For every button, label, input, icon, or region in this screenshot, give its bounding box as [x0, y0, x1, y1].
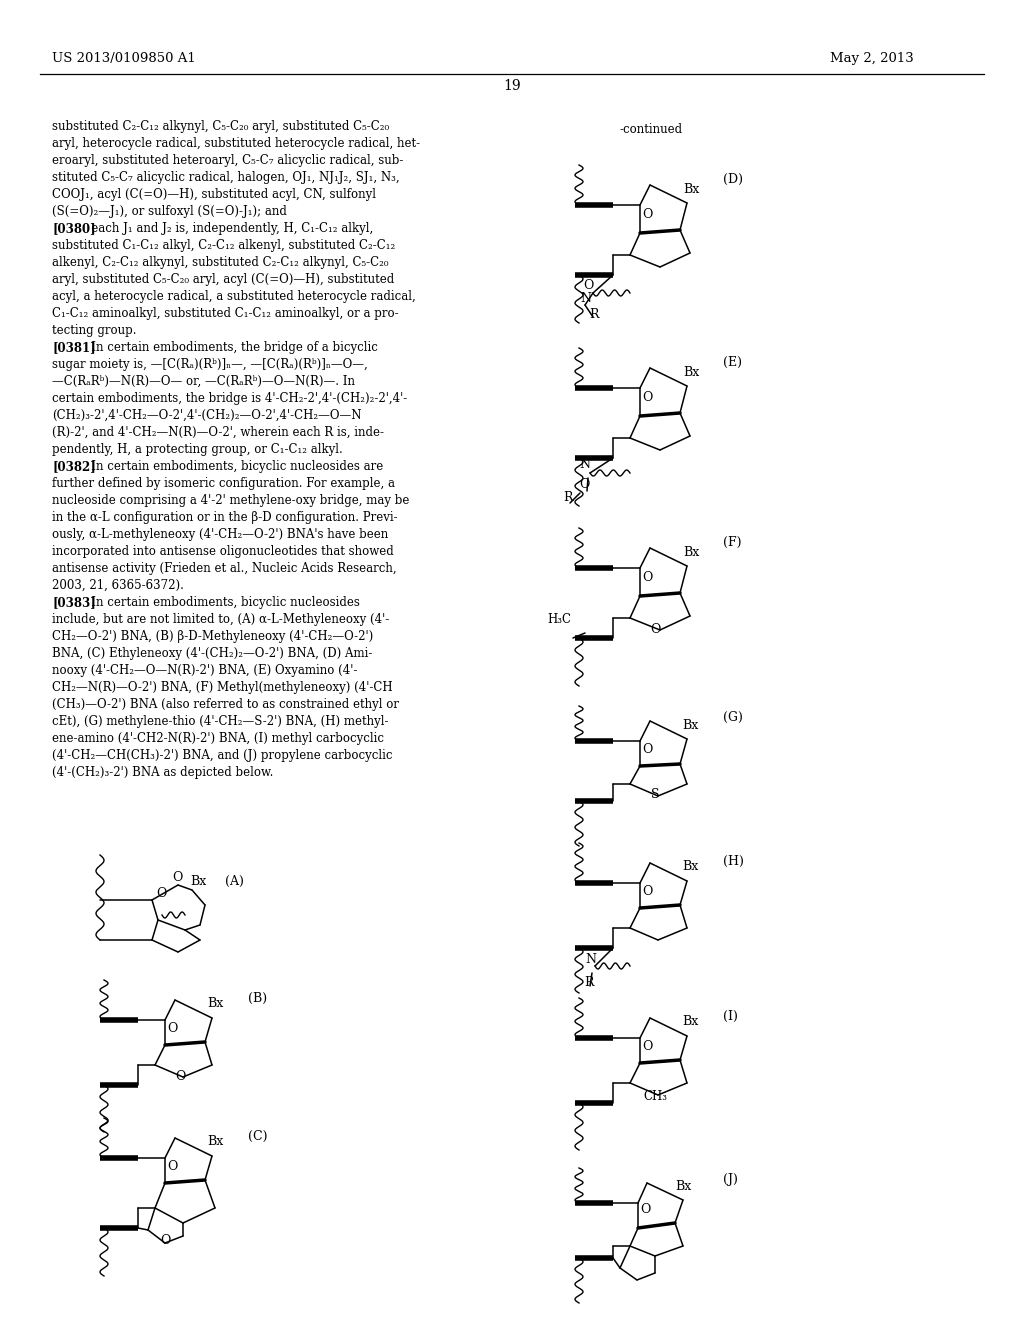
- Text: (S(=O)₂—J₁), or sulfoxyl (S(=O)-J₁); and: (S(=O)₂—J₁), or sulfoxyl (S(=O)-J₁); and: [52, 205, 287, 218]
- Text: Bx: Bx: [682, 861, 698, 873]
- Text: (C): (C): [248, 1130, 267, 1143]
- Text: 2003, 21, 6365-6372).: 2003, 21, 6365-6372).: [52, 579, 184, 591]
- Text: O: O: [583, 279, 593, 292]
- Text: antisense activity (Frieden et al., Nucleic Acids Research,: antisense activity (Frieden et al., Nucl…: [52, 562, 396, 576]
- Text: nooxy (4'-CH₂—O—N(R)-2') BNA, (E) Oxyamino (4'-: nooxy (4'-CH₂—O—N(R)-2') BNA, (E) Oxyami…: [52, 664, 357, 677]
- Text: Bx: Bx: [682, 1015, 698, 1028]
- Text: C₁-C₁₂ aminoalkyl, substituted C₁-C₁₂ aminoalkyl, or a pro-: C₁-C₁₂ aminoalkyl, substituted C₁-C₁₂ am…: [52, 308, 398, 319]
- Text: N: N: [579, 458, 590, 471]
- Text: O: O: [160, 1234, 170, 1247]
- Text: O: O: [642, 884, 652, 898]
- Text: O: O: [167, 1022, 177, 1035]
- Text: in the α-L configuration or in the β-D configuration. Previ-: in the α-L configuration or in the β-D c…: [52, 511, 397, 524]
- Text: acyl, a heterocycle radical, a substituted heterocycle radical,: acyl, a heterocycle radical, a substitut…: [52, 290, 416, 304]
- Text: stituted C₅-C₇ alicyclic radical, halogen, OJ₁, NJ₁J₂, SJ₁, N₃,: stituted C₅-C₇ alicyclic radical, haloge…: [52, 172, 399, 183]
- Text: Bx: Bx: [190, 875, 206, 888]
- Text: O: O: [642, 1040, 652, 1053]
- Text: [0381]: [0381]: [52, 341, 95, 354]
- Text: (CH₂)₃-2',4'-CH₂—O-2',4'-(CH₂)₂—O-2',4'-CH₂—O—N: (CH₂)₃-2',4'-CH₂—O-2',4'-(CH₂)₂—O-2',4'-…: [52, 409, 361, 422]
- Text: O: O: [156, 887, 166, 900]
- Text: US 2013/0109850 A1: US 2013/0109850 A1: [52, 51, 196, 65]
- Text: In certain embodiments, bicyclic nucleosides are: In certain embodiments, bicyclic nucleos…: [80, 459, 383, 473]
- Text: (D): (D): [723, 173, 743, 186]
- Text: COOJ₁, acyl (C(=O)—H), substituted acyl, CN, sulfonyl: COOJ₁, acyl (C(=O)—H), substituted acyl,…: [52, 187, 376, 201]
- Text: ene-amino (4'-CH2-N(R)-2') BNA, (I) methyl carbocyclic: ene-amino (4'-CH2-N(R)-2') BNA, (I) meth…: [52, 733, 384, 744]
- Text: (R)-2', and 4'-CH₂—N(R)—O-2', wherein each R is, inde-: (R)-2', and 4'-CH₂—N(R)—O-2', wherein ea…: [52, 426, 384, 440]
- Text: further defined by isomeric configuration. For example, a: further defined by isomeric configuratio…: [52, 477, 395, 490]
- Text: O: O: [579, 478, 590, 491]
- Text: Bx: Bx: [682, 719, 698, 733]
- Text: O: O: [642, 743, 652, 756]
- Text: ously, α-L-methyleneoxy (4'-CH₂—O-2') BNA's have been: ously, α-L-methyleneoxy (4'-CH₂—O-2') BN…: [52, 528, 388, 541]
- Text: Bx: Bx: [207, 1135, 223, 1148]
- Text: alkenyl, C₂-C₁₂ alkynyl, substituted C₂-C₁₂ alkynyl, C₅-C₂₀: alkenyl, C₂-C₁₂ alkynyl, substituted C₂-…: [52, 256, 388, 269]
- Text: cEt), (G) methylene-thio (4'-CH₂—S-2') BNA, (H) methyl-: cEt), (G) methylene-thio (4'-CH₂—S-2') B…: [52, 715, 388, 729]
- Text: (A): (A): [225, 875, 244, 888]
- Text: N: N: [580, 292, 591, 305]
- Text: BNA, (C) Ethyleneoxy (4'-(CH₂)₂—O-2') BNA, (D) Ami-: BNA, (C) Ethyleneoxy (4'-(CH₂)₂—O-2') BN…: [52, 647, 373, 660]
- Text: CH₂—N(R)—O-2') BNA, (F) Methyl(methyleneoxy) (4'-CH: CH₂—N(R)—O-2') BNA, (F) Methyl(methylene…: [52, 681, 392, 694]
- Text: S: S: [651, 788, 659, 801]
- Text: (E): (E): [723, 356, 742, 370]
- Text: CH₃: CH₃: [643, 1090, 667, 1104]
- Text: -continued: -continued: [620, 123, 683, 136]
- Text: Bx: Bx: [683, 183, 699, 195]
- Text: —C(RₐRᵇ)—N(R)—O— or, —C(RₐRᵇ)—O—N(R)—. In: —C(RₐRᵇ)—N(R)—O— or, —C(RₐRᵇ)—O—N(R)—. I…: [52, 375, 355, 388]
- Text: R: R: [584, 975, 594, 989]
- Text: O: O: [642, 391, 652, 404]
- Text: aryl, heterocycle radical, substituted heterocycle radical, het-: aryl, heterocycle radical, substituted h…: [52, 137, 420, 150]
- Text: (I): (I): [723, 1010, 738, 1023]
- Text: (4'-(CH₂)₃-2') BNA as depicted below.: (4'-(CH₂)₃-2') BNA as depicted below.: [52, 766, 273, 779]
- Text: (4'-CH₂—CH(CH₃)-2') BNA, and (J) propylene carbocyclic: (4'-CH₂—CH(CH₃)-2') BNA, and (J) propyle…: [52, 748, 392, 762]
- Text: In certain embodiments, bicyclic nucleosides: In certain embodiments, bicyclic nucleos…: [80, 597, 359, 609]
- Text: May 2, 2013: May 2, 2013: [830, 51, 913, 65]
- Text: certain embodiments, the bridge is 4'-CH₂-2',4'-(CH₂)₂-2',4'-: certain embodiments, the bridge is 4'-CH…: [52, 392, 408, 405]
- Text: CH₂—O-2') BNA, (B) β-D-Methyleneoxy (4'-CH₂—O-2'): CH₂—O-2') BNA, (B) β-D-Methyleneoxy (4'-…: [52, 630, 374, 643]
- Text: O: O: [175, 1071, 185, 1082]
- Text: N: N: [585, 953, 596, 966]
- Text: Bx: Bx: [683, 546, 699, 558]
- Text: (H): (H): [723, 855, 743, 869]
- Text: O: O: [642, 572, 652, 583]
- Text: include, but are not limited to, (A) α-L-Methyleneoxy (4'-: include, but are not limited to, (A) α-L…: [52, 612, 389, 626]
- Text: Bx: Bx: [675, 1180, 691, 1193]
- Text: O: O: [642, 209, 652, 220]
- Text: [0382]: [0382]: [52, 459, 96, 473]
- Text: each J₁ and J₂ is, independently, H, C₁-C₁₂ alkyl,: each J₁ and J₂ is, independently, H, C₁-…: [80, 222, 373, 235]
- Text: (G): (G): [723, 711, 742, 723]
- Text: [0383]: [0383]: [52, 597, 96, 609]
- Text: R: R: [589, 308, 598, 321]
- Text: (J): (J): [723, 1173, 738, 1185]
- Text: [0380]: [0380]: [52, 222, 95, 235]
- Text: O: O: [167, 1160, 177, 1173]
- Text: In certain embodiments, the bridge of a bicyclic: In certain embodiments, the bridge of a …: [80, 341, 378, 354]
- Text: (B): (B): [248, 993, 267, 1005]
- Text: incorporated into antisense oligonucleotides that showed: incorporated into antisense oligonucleot…: [52, 545, 394, 558]
- Text: nucleoside comprising a 4'-2' methylene-oxy bridge, may be: nucleoside comprising a 4'-2' methylene-…: [52, 494, 410, 507]
- Text: Bx: Bx: [207, 997, 223, 1010]
- Text: Bx: Bx: [683, 366, 699, 379]
- Text: O: O: [172, 871, 182, 884]
- Text: substituted C₁-C₁₂ alkyl, C₂-C₁₂ alkenyl, substituted C₂-C₁₂: substituted C₁-C₁₂ alkyl, C₂-C₁₂ alkenyl…: [52, 239, 395, 252]
- Text: eroaryl, substituted heteroaryl, C₅-C₇ alicyclic radical, sub-: eroaryl, substituted heteroaryl, C₅-C₇ a…: [52, 154, 403, 168]
- Text: sugar moiety is, —[C(Rₐ)(Rᵇ)]ₙ—, —[C(Rₐ)(Rᵇ)]ₙ—O—,: sugar moiety is, —[C(Rₐ)(Rᵇ)]ₙ—, —[C(Rₐ)…: [52, 358, 368, 371]
- Text: (F): (F): [723, 536, 741, 549]
- Text: R: R: [563, 491, 572, 504]
- Text: aryl, substituted C₅-C₂₀ aryl, acyl (C(=O)—H), substituted: aryl, substituted C₅-C₂₀ aryl, acyl (C(=…: [52, 273, 394, 286]
- Text: O: O: [650, 623, 660, 636]
- Text: O: O: [640, 1203, 650, 1216]
- Text: substituted C₂-C₁₂ alkynyl, C₅-C₂₀ aryl, substituted C₅-C₂₀: substituted C₂-C₁₂ alkynyl, C₅-C₂₀ aryl,…: [52, 120, 389, 133]
- Text: 19: 19: [503, 79, 521, 92]
- Text: H₃C: H₃C: [547, 612, 571, 626]
- Text: (CH₃)—O-2') BNA (also referred to as constrained ethyl or: (CH₃)—O-2') BNA (also referred to as con…: [52, 698, 399, 711]
- Text: tecting group.: tecting group.: [52, 323, 136, 337]
- Text: pendently, H, a protecting group, or C₁-C₁₂ alkyl.: pendently, H, a protecting group, or C₁-…: [52, 444, 343, 455]
